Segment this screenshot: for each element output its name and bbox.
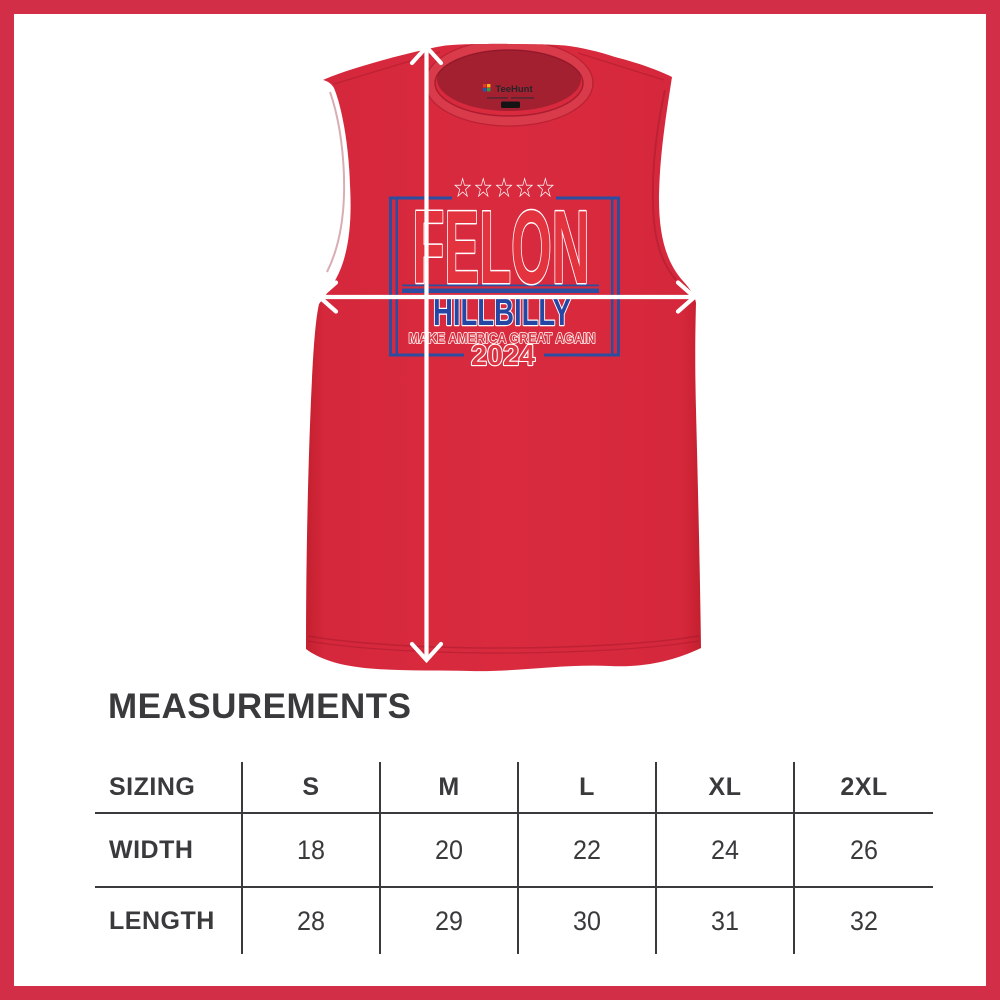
shirt-graphic: ★ ★ ★ ★ ★ FELON HILLBILLY MAKE AMERICA G…: [389, 175, 620, 373]
col-header-xl: XL: [657, 762, 795, 812]
table-row-length: LENGTH 28 29 30 31 32: [95, 886, 933, 954]
table-row-width: WIDTH 18 20 22 24 26: [95, 812, 933, 886]
neck-label: TeeHunt: [483, 84, 534, 108]
length-value-xl: 31: [711, 905, 739, 936]
col-header-m: M: [381, 762, 519, 812]
length-value-m: 29: [435, 905, 463, 936]
width-value-m: 20: [435, 834, 463, 865]
length-value-l: 30: [573, 905, 601, 936]
collar: [424, 43, 594, 127]
col-header-2xl: 2XL: [840, 772, 888, 801]
length-value-2xl: 32: [850, 905, 878, 936]
row-label-length: LENGTH: [95, 888, 243, 954]
measurement-arrows: [316, 43, 698, 664]
brand-logo-icon: [483, 84, 487, 88]
width-value-s: 18: [297, 834, 325, 865]
design-title: FELON: [413, 190, 590, 306]
measurements-heading: MEASUREMENTS: [108, 687, 412, 726]
col-header-s: S: [243, 762, 381, 812]
tshirt-body: TeeHunt: [306, 43, 701, 672]
design-year: 2024: [471, 340, 535, 372]
width-arrow-icon: [316, 280, 698, 314]
tshirt-image: TeeHunt ★ ★ ★ ★ ★ FELON: [306, 43, 701, 672]
row-label-width: WIDTH: [95, 814, 243, 886]
length-value-s: 28: [297, 905, 325, 936]
width-value-l: 22: [573, 834, 601, 865]
design-tagline: MAKE AMERICA GREAT AGAIN: [409, 331, 596, 347]
stars-row-icon: ★ ★ ★ ★ ★: [455, 176, 553, 200]
label-fineprint-line: [487, 97, 508, 99]
width-value-2xl: 26: [850, 834, 878, 865]
brand-label-text: TeeHunt: [495, 84, 533, 95]
table-header-row: SIZING S M L XL 2XL: [95, 762, 933, 812]
col-header-l: L: [519, 762, 657, 812]
size-tag: [501, 101, 520, 108]
width-value-xl: 24: [711, 834, 739, 865]
size-table: SIZING S M L XL 2XL WIDTH 18 20 22 24 26…: [95, 762, 933, 954]
length-arrow-icon: [409, 43, 444, 664]
seam-lines: [307, 51, 700, 654]
col-header-sizing: SIZING: [95, 762, 243, 812]
